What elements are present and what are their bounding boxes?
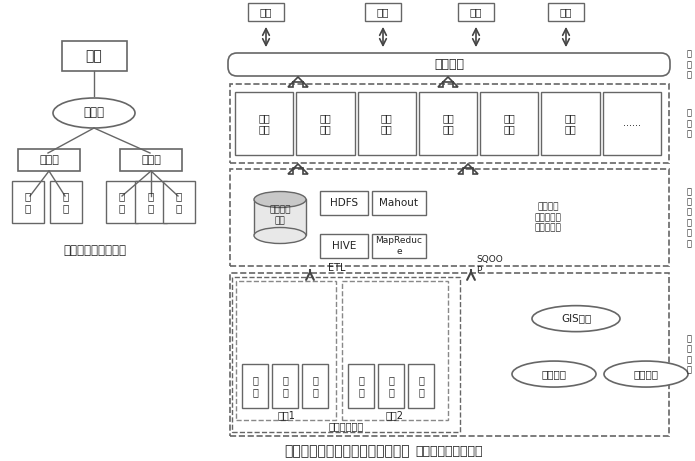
Ellipse shape [604,361,688,387]
Bar [230,273,669,436]
Text: 暂态
计算: 暂态 计算 [381,112,393,134]
Ellipse shape [254,191,306,207]
Bar [50,181,82,223]
Text: 终
端: 终 端 [312,375,318,397]
Text: 终
端: 终 端 [252,375,258,397]
Text: 用户2: 用户2 [386,410,404,420]
Text: 综合
评估: 综合 评估 [565,112,576,134]
Bar [458,3,494,21]
Text: 终
端: 终 端 [388,375,394,397]
Text: 数
据
源
层: 数 据 源 层 [687,334,692,375]
Bar [296,92,354,155]
Text: 云架构：分布与开放: 云架构：分布与开放 [415,444,483,457]
Text: 终
端: 终 端 [176,191,182,213]
Text: 用电数据采集: 用电数据采集 [328,421,363,431]
Text: 故障
预警: 故障 预警 [503,112,515,134]
Text: GIS信息: GIS信息 [561,313,591,324]
Text: 服务接口: 服务接口 [434,58,464,71]
Text: 集中器: 集中器 [141,155,161,165]
Text: SQOO
P: SQOO P [476,255,502,275]
Bar [348,364,374,408]
Text: 电能质量监测系统技术架构的对比: 电能质量监测系统技术架构的对比 [284,444,410,458]
Text: 应
用
层: 应 用 层 [687,109,692,138]
Text: 终
端: 终 端 [148,191,154,213]
Text: Mahout: Mahout [379,199,418,208]
Bar [106,181,138,223]
Text: 终
端: 终 端 [119,191,125,213]
Text: 气象数据: 气象数据 [634,369,658,379]
Bar [135,181,167,223]
Polygon shape [458,164,478,174]
Text: 旧架构：集中与封闭: 旧架构：集中与封闭 [63,244,126,258]
Polygon shape [288,164,308,174]
Bar [372,234,426,258]
Bar [548,3,584,21]
Bar [236,281,336,420]
Polygon shape [288,77,308,87]
Text: ......: ...... [623,118,641,129]
Text: 用户: 用户 [260,7,272,17]
Bar [163,181,195,223]
Text: HIVE: HIVE [332,241,357,251]
Bar [342,281,448,420]
Bar [248,3,284,21]
Bar [235,92,293,155]
Bar [232,277,460,432]
Text: 用户: 用户 [377,7,389,17]
Text: 主站: 主站 [85,49,102,63]
Bar [378,364,404,408]
Bar [357,92,416,155]
Bar [242,364,268,408]
Text: 集中器: 集中器 [39,155,59,165]
Text: 扰动
溯源: 扰动 溯源 [442,112,454,134]
Text: 并行计算
分布式文件
分布式存储: 并行计算 分布式文件 分布式存储 [534,202,562,232]
Bar [230,84,669,163]
Ellipse shape [53,98,135,128]
Text: 电网数据: 电网数据 [541,369,566,379]
Text: HDFS: HDFS [330,199,358,208]
Ellipse shape [512,361,596,387]
Text: 数
据
存
储
计
算: 数 据 存 储 计 算 [687,187,692,248]
Bar [230,169,669,266]
Text: 电量
计算: 电量 计算 [259,112,270,134]
Text: 用户: 用户 [470,7,482,17]
Text: 用户1: 用户1 [277,410,295,420]
Bar [480,92,539,155]
Bar [408,364,434,408]
Bar [302,364,328,408]
Text: 终
端: 终 端 [282,375,288,397]
Ellipse shape [532,306,620,331]
FancyBboxPatch shape [228,53,670,76]
Text: MapReduc
e: MapReduc e [375,236,423,256]
Bar [62,41,127,71]
Text: ETL: ETL [328,263,345,273]
Bar [272,364,298,408]
Text: 终
端: 终 端 [358,375,364,397]
Bar [120,149,182,171]
Bar [603,92,661,155]
Bar [365,3,401,21]
Polygon shape [438,77,458,87]
Text: 终
端: 终 端 [63,191,69,213]
Bar [541,92,600,155]
Text: 终
端: 终 端 [25,191,31,213]
Text: 服
务
层: 服 务 层 [687,50,692,79]
Text: 终
端: 终 端 [418,375,424,397]
Text: 用户: 用户 [559,7,572,17]
Text: 稳态
计算: 稳态 计算 [320,112,332,134]
Bar [12,181,44,223]
Bar [372,191,426,215]
Bar [18,149,80,171]
Bar [320,234,368,258]
Text: 关系型数
据库: 关系型数 据库 [269,206,291,225]
Bar [419,92,477,155]
Ellipse shape [254,227,306,243]
Bar [320,191,368,215]
Text: 通信网: 通信网 [83,106,104,119]
Bar [254,200,306,236]
